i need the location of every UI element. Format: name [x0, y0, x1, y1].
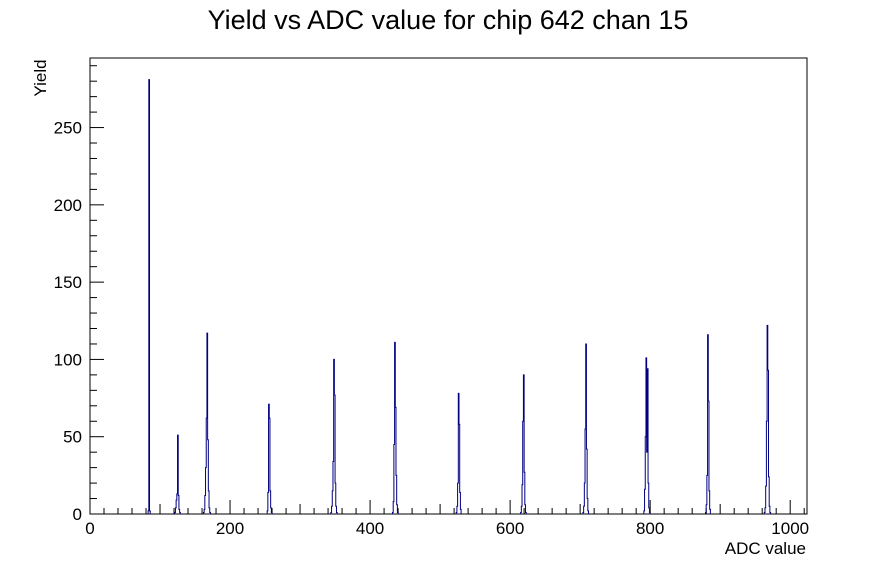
- x-tick-label: 200: [216, 519, 244, 538]
- x-tick-label: 800: [636, 519, 664, 538]
- y-tick-label: 50: [63, 428, 82, 447]
- y-tick-label: 150: [54, 273, 82, 292]
- histogram-peak: [763, 324, 772, 514]
- y-tick-label: 0: [73, 505, 82, 524]
- histogram-peak: [643, 357, 651, 514]
- histogram-peak: [147, 79, 151, 514]
- y-tick-label: 100: [54, 350, 82, 369]
- y-axis-label: Yield: [31, 59, 50, 96]
- histogram-peak: [520, 374, 527, 514]
- y-axis: 0 50 100 150 200 250: [54, 65, 104, 524]
- y-tick-label: 200: [54, 196, 82, 215]
- x-axis: 0 200 400 600 800 1000: [85, 500, 809, 538]
- histogram-series: [147, 79, 772, 514]
- plot-frame: [89, 57, 808, 515]
- histogram-peak: [704, 334, 711, 514]
- x-tick-label: 1000: [771, 519, 809, 538]
- chart-title: Yield vs ADC value for chip 642 chan 15: [208, 5, 689, 35]
- histogram-peak: [330, 358, 338, 514]
- x-tick-label: 400: [356, 519, 384, 538]
- y-tick-label: 250: [54, 119, 82, 138]
- histogram-peak: [202, 332, 211, 514]
- histogram-peak: [266, 403, 273, 514]
- x-tick-label: 600: [496, 519, 524, 538]
- histogram-peak: [391, 341, 399, 514]
- x-axis-label: ADC value: [725, 539, 806, 558]
- x-tick-label: 0: [85, 519, 94, 538]
- histogram-peak: [582, 343, 590, 514]
- histogram-peak: [455, 392, 462, 514]
- histogram-peak: [174, 434, 181, 514]
